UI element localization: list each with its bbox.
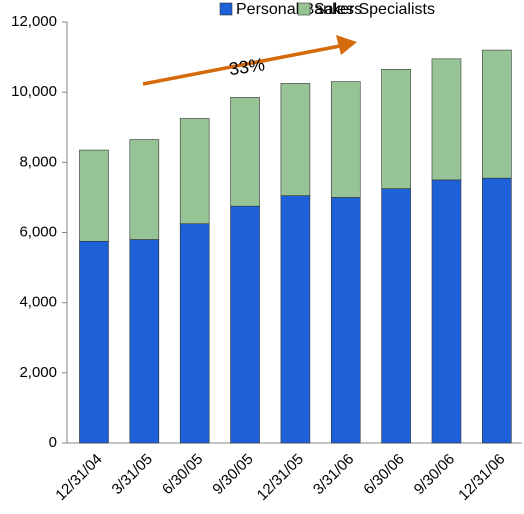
trend-arrow: [142, 44, 341, 86]
bar-segment: [330, 197, 361, 444]
bar-segment: [230, 97, 260, 207]
x-tick-label: 12/31/05: [254, 451, 307, 504]
annotation: 33%: [228, 54, 266, 79]
bar-segment: [431, 179, 462, 444]
bar-segment: [280, 195, 311, 444]
bar-segment: [129, 239, 160, 444]
bar-segment: [230, 205, 260, 444]
bar-segment: [330, 81, 361, 198]
bar-segment: [482, 49, 512, 179]
legend-swatch: [297, 2, 311, 16]
arrow-head: [336, 35, 357, 55]
x-tick-label: 3/31/05: [109, 451, 156, 498]
x-tick-label: 12/31/04: [52, 451, 105, 504]
y-tick-label: 6,000: [19, 223, 57, 240]
y-tick-label: 2,000: [19, 364, 57, 381]
x-tick-label: 3/31/06: [310, 451, 357, 498]
bar-segment: [129, 139, 160, 240]
bar-segment: [79, 149, 109, 242]
y-tick-label: 8,000: [19, 153, 57, 170]
bar-segment: [280, 83, 311, 196]
bar-segment: [381, 188, 411, 444]
bar-segment: [79, 240, 109, 444]
legend-label: Sales Specialists: [314, 1, 435, 18]
x-tick-label: 12/31/06: [455, 451, 508, 504]
bar-segment: [179, 223, 210, 444]
x-tick-label: 9/30/06: [411, 451, 458, 498]
bar-segment: [381, 69, 411, 189]
bar-segment: [482, 177, 512, 444]
legend-swatch: [219, 2, 233, 16]
x-tick-label: 9/30/05: [209, 451, 256, 498]
bar-segment: [179, 118, 210, 225]
y-tick-label: 4,000: [19, 294, 57, 311]
bar-segment: [431, 58, 462, 181]
x-tick-label: 6/30/06: [360, 451, 407, 498]
y-tick-label: 12,000: [11, 13, 57, 30]
x-tick-label: 6/30/05: [159, 451, 206, 498]
y-tick-label: 10,000: [11, 83, 57, 100]
y-tick-label: 0: [49, 434, 57, 451]
